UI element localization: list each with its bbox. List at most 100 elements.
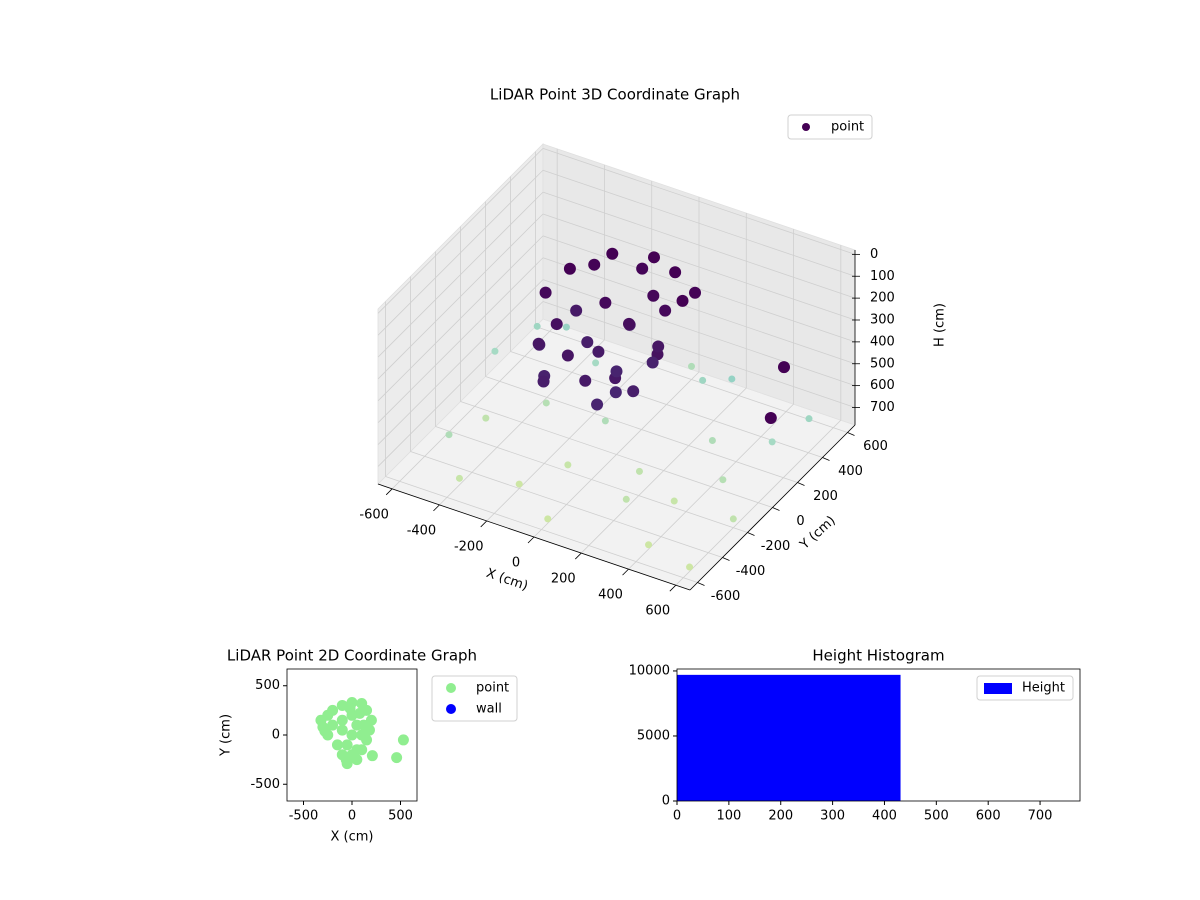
point <box>599 296 612 309</box>
point <box>532 337 545 350</box>
x-tick-label: 600 <box>645 604 670 619</box>
x-tick-label: 200 <box>551 572 576 587</box>
point <box>563 262 576 275</box>
y-tick-label: 400 <box>838 464 863 479</box>
point <box>688 362 695 370</box>
point <box>550 318 563 331</box>
point <box>609 386 622 399</box>
point <box>729 515 737 523</box>
point <box>564 461 572 469</box>
tick-mark <box>669 584 677 592</box>
z-tick-label: 200 <box>870 291 895 306</box>
tick-mark <box>622 568 629 576</box>
grid-line <box>435 426 748 533</box>
tick-mark <box>480 520 488 528</box>
x-tick-label: 0 <box>348 809 356 824</box>
y-tick-label: 0 <box>662 794 670 809</box>
point <box>778 361 790 374</box>
point <box>537 375 550 388</box>
y-tick-label: 0 <box>272 728 280 743</box>
grid-line <box>485 376 798 483</box>
point <box>562 323 570 331</box>
point <box>588 258 601 271</box>
point <box>719 476 727 484</box>
grid-line <box>377 213 544 380</box>
point <box>686 563 694 571</box>
z-tick-label: 600 <box>870 378 895 393</box>
grid-line <box>377 169 544 336</box>
point <box>344 702 356 714</box>
point <box>636 262 649 275</box>
grid-line <box>385 476 698 583</box>
x-tick-label: 0 <box>512 556 520 571</box>
y-tick-label: 0 <box>796 514 804 529</box>
point <box>391 752 403 764</box>
y-tick-label: -600 <box>711 589 741 604</box>
tick-mark <box>527 536 535 544</box>
z-tick-label: 300 <box>870 313 895 328</box>
y-tick-label: -400 <box>736 564 766 579</box>
x-tick-label: 700 <box>1028 809 1053 824</box>
point <box>539 286 552 299</box>
tick-mark <box>574 552 582 560</box>
chart-title: Height Histogram <box>812 647 944 665</box>
y-tick-label: 5000 <box>637 728 670 743</box>
x-tick-label: -600 <box>359 507 389 522</box>
x-tick-label: 500 <box>924 809 949 824</box>
x-axis <box>377 483 691 591</box>
point <box>542 399 550 407</box>
point <box>635 467 643 475</box>
point <box>336 724 348 736</box>
point <box>676 294 689 307</box>
point <box>319 725 331 737</box>
grid-line <box>542 213 856 321</box>
z-tick-label: 100 <box>870 269 895 284</box>
point <box>708 436 716 444</box>
grid-line <box>542 147 856 255</box>
x-axis-label: X (cm) <box>484 566 530 594</box>
point <box>622 495 630 503</box>
tick-mark <box>722 557 730 561</box>
x-tick-label: 600 <box>976 809 1001 824</box>
grid-line <box>377 191 544 358</box>
legend-label: point <box>476 681 509 696</box>
grid-line <box>377 148 544 314</box>
point <box>327 704 339 716</box>
x-tick-label: 300 <box>820 809 845 824</box>
point <box>591 398 604 411</box>
grid-line <box>377 257 544 424</box>
point <box>601 417 609 425</box>
point <box>445 431 453 439</box>
grid-line <box>542 279 856 387</box>
y-tick-label: 200 <box>813 489 838 504</box>
point <box>699 376 707 384</box>
y-tick-label: -500 <box>250 777 280 792</box>
grid-line <box>410 451 723 558</box>
x-tick-label: -400 <box>407 523 437 538</box>
point <box>728 375 736 383</box>
y-axis <box>689 424 856 591</box>
point <box>397 734 409 746</box>
point <box>606 247 619 260</box>
point <box>581 336 594 349</box>
point <box>623 317 635 330</box>
point <box>570 304 583 317</box>
legend-marker <box>802 123 810 131</box>
point <box>669 266 682 279</box>
x-axis-label: X (cm) <box>331 830 374 845</box>
y-tick-label: 600 <box>863 439 888 454</box>
point <box>533 322 541 330</box>
point <box>592 359 600 367</box>
tick-mark <box>797 482 805 486</box>
point <box>561 349 574 362</box>
x-tick-label: 0 <box>673 809 681 824</box>
point <box>356 729 368 741</box>
grid-line <box>377 301 544 467</box>
point <box>689 286 702 299</box>
x-tick-label: 400 <box>598 588 623 603</box>
x-tick-label: 200 <box>768 809 793 824</box>
x-tick-label: -500 <box>289 809 319 824</box>
legend-label: wall <box>476 702 502 717</box>
point <box>482 414 490 422</box>
point <box>340 754 352 766</box>
